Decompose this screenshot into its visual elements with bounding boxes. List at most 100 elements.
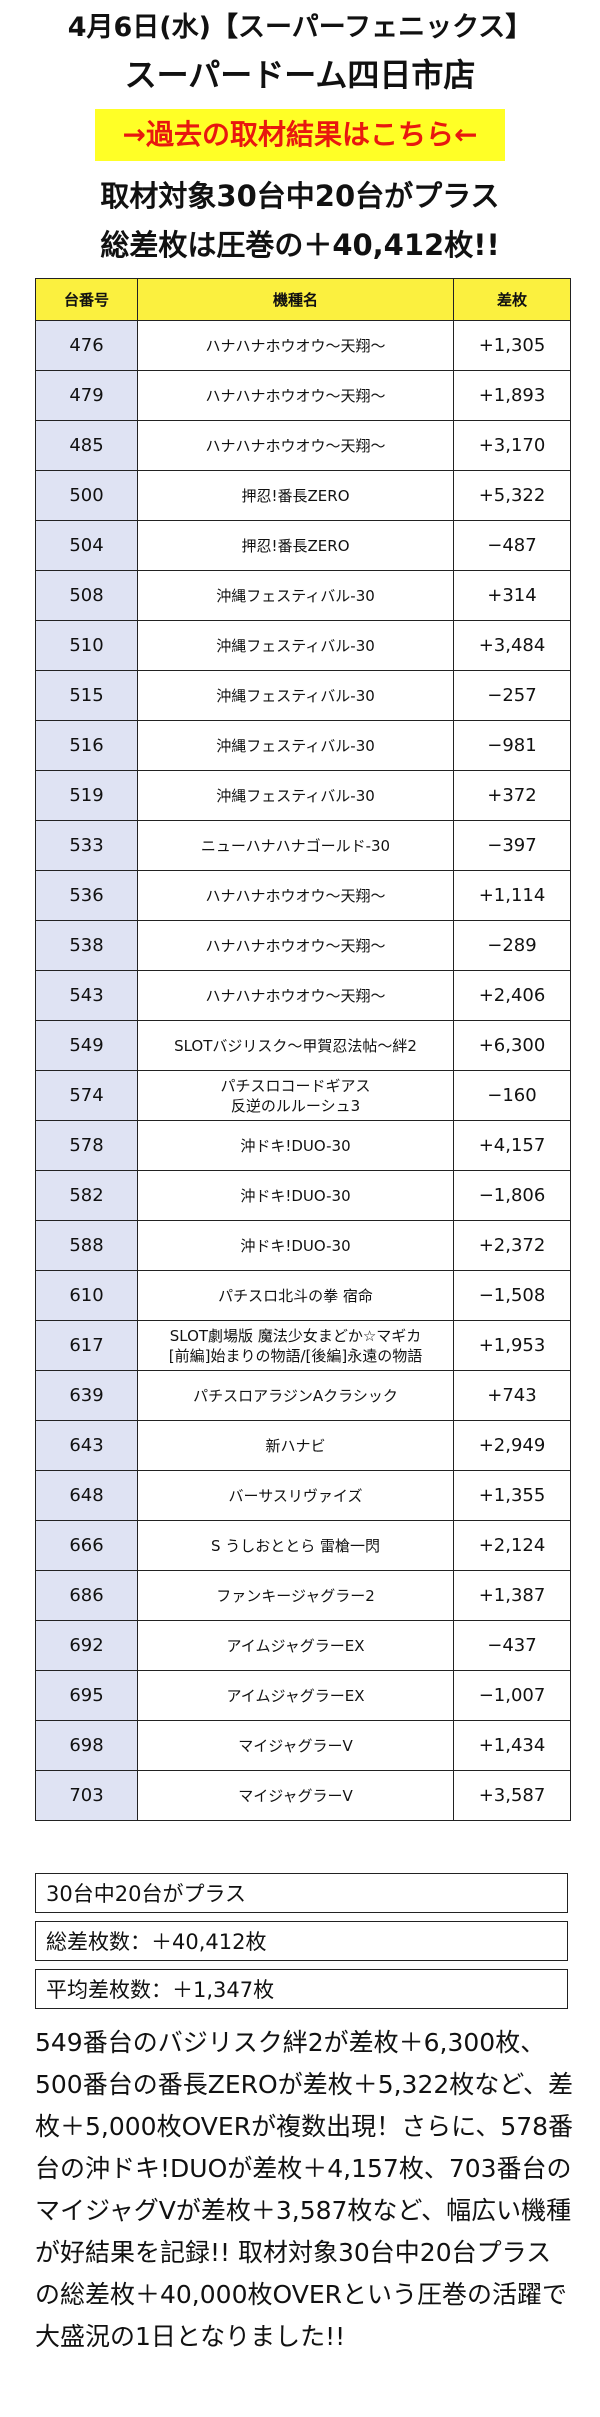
diff-cell: +5,322 bbox=[453, 470, 571, 521]
model-name-cell: 沖ドキ!DUO-30 bbox=[137, 1220, 454, 1271]
model-name-cell: ハナハナホウオウ〜天翔〜 bbox=[137, 420, 454, 471]
diff-cell: +1,305 bbox=[453, 320, 571, 371]
table-row: 543 ハナハナホウオウ〜天翔〜 +2,406 bbox=[35, 970, 571, 1021]
diff-cell: +6,300 bbox=[453, 1020, 571, 1071]
diff-cell: −981 bbox=[453, 720, 571, 771]
machine-number-cell: 703 bbox=[35, 1770, 138, 1821]
machine-number-cell: 643 bbox=[35, 1420, 138, 1471]
table-row: 538 ハナハナホウオウ〜天翔〜 −289 bbox=[35, 920, 571, 971]
machine-number-cell: 698 bbox=[35, 1720, 138, 1771]
table-row: 533 ニューハナハナゴールド-30 −397 bbox=[35, 820, 571, 871]
table-row: 639 パチスロアラジンAクラシック +743 bbox=[35, 1370, 571, 1421]
table-row: 643 新ハナビ +2,949 bbox=[35, 1420, 571, 1471]
summary-average-diff: 平均差枚数：＋1,347枚 bbox=[35, 1969, 568, 2009]
model-name-cell: 押忍!番長ZERO bbox=[137, 470, 454, 521]
model-name-cell: 沖縄フェスティバル-30 bbox=[137, 670, 454, 721]
model-name-cell: パチスロアラジンAクラシック bbox=[137, 1370, 454, 1421]
table-row: 692 アイムジャグラーEX −437 bbox=[35, 1620, 571, 1671]
model-name-cell: マイジャグラーV bbox=[137, 1770, 454, 1821]
machine-number-cell: 549 bbox=[35, 1020, 138, 1071]
table-row: 588 沖ドキ!DUO-30 +2,372 bbox=[35, 1220, 571, 1271]
diff-cell: +1,114 bbox=[453, 870, 571, 921]
model-name-cell: 沖ドキ!DUO-30 bbox=[137, 1120, 454, 1171]
results-table: 台番号 機種名 差枚 476 ハナハナホウオウ〜天翔〜 +1,305 479 ハナハナホ… bbox=[35, 278, 571, 1821]
diff-cell: −1,806 bbox=[453, 1170, 571, 1221]
past-results-link[interactable]: →過去の取材結果はこちら← bbox=[95, 109, 505, 161]
diff-cell: +1,387 bbox=[453, 1570, 571, 1621]
diff-cell: +314 bbox=[453, 570, 571, 621]
table-row: 578 沖ドキ!DUO-30 +4,157 bbox=[35, 1120, 571, 1171]
headline-total: 総差枚は圧巻の＋40,412枚!! bbox=[100, 228, 500, 262]
result-commentary: 549番台のバジリスク絆2が差枚＋6,300枚、500番台の番長ZEROが差枚＋… bbox=[35, 2028, 574, 2351]
diff-cell: +3,170 bbox=[453, 420, 571, 471]
model-name-cell: 沖縄フェスティバル-30 bbox=[137, 620, 454, 671]
machine-number-cell: 515 bbox=[35, 670, 138, 721]
machine-number-cell: 578 bbox=[35, 1120, 138, 1171]
diff-cell: +2,949 bbox=[453, 1420, 571, 1471]
col-header-diff: 差枚 bbox=[453, 278, 571, 321]
diff-cell: +1,893 bbox=[453, 370, 571, 421]
diff-cell: −437 bbox=[453, 1620, 571, 1671]
model-name-cell: ニューハナハナゴールド-30 bbox=[137, 820, 454, 871]
table-row: 510 沖縄フェスティバル-30 +3,484 bbox=[35, 620, 571, 671]
model-name-cell: S うしおととら 雷槍一閃 bbox=[137, 1520, 454, 1571]
model-name-cell: 押忍!番長ZERO bbox=[137, 520, 454, 571]
table-row: 485 ハナハナホウオウ〜天翔〜 +3,170 bbox=[35, 420, 571, 471]
model-name-cell: 沖縄フェスティバル-30 bbox=[137, 570, 454, 621]
machine-number-cell: 610 bbox=[35, 1270, 138, 1321]
table-body: 476 ハナハナホウオウ〜天翔〜 +1,305 479 ハナハナホウオウ〜天翔〜 +1,8… bbox=[35, 320, 571, 1821]
machine-number-cell: 686 bbox=[35, 1570, 138, 1621]
table-row: 582 沖ドキ!DUO-30 −1,806 bbox=[35, 1170, 571, 1221]
machine-number-cell: 485 bbox=[35, 420, 138, 471]
headline-plus-count: 取材対象30台中20台がプラス bbox=[100, 179, 500, 213]
table-row: 666 S うしおととら 雷槍一閃 +2,124 bbox=[35, 1520, 571, 1571]
col-header-machine-number: 台番号 bbox=[35, 278, 138, 321]
machine-number-cell: 617 bbox=[35, 1320, 138, 1371]
diff-cell: −257 bbox=[453, 670, 571, 721]
machine-number-cell: 543 bbox=[35, 970, 138, 1021]
model-name-cell: 沖縄フェスティバル-30 bbox=[137, 770, 454, 821]
table-row: 504 押忍!番長ZERO −487 bbox=[35, 520, 571, 571]
model-name-cell: パチスロ北斗の拳 宿命 bbox=[137, 1270, 454, 1321]
model-name-cell: ハナハナホウオウ〜天翔〜 bbox=[137, 870, 454, 921]
diff-cell: +3,587 bbox=[453, 1770, 571, 1821]
table-row: 686 ファンキージャグラー2 +1,387 bbox=[35, 1570, 571, 1621]
col-header-model-name: 機種名 bbox=[137, 278, 454, 321]
table-row: 536 ハナハナホウオウ〜天翔〜 +1,114 bbox=[35, 870, 571, 921]
date-store-title: 4月6日(水)【スーパーフェニックス】 bbox=[67, 12, 533, 43]
machine-number-cell: 500 bbox=[35, 470, 138, 521]
machine-number-cell: 516 bbox=[35, 720, 138, 771]
table-row: 617 SLOT劇場版 魔法少女まどか☆マギカ [前編]始まりの物語/[後編]永遠の… bbox=[35, 1320, 571, 1371]
model-name-cell: 新ハナビ bbox=[137, 1420, 454, 1471]
table-row: 515 沖縄フェスティバル-30 −257 bbox=[35, 670, 571, 721]
machine-number-cell: 510 bbox=[35, 620, 138, 671]
machine-number-cell: 536 bbox=[35, 870, 138, 921]
diff-cell: +2,372 bbox=[453, 1220, 571, 1271]
diff-cell: +743 bbox=[453, 1370, 571, 1421]
diff-cell: +372 bbox=[453, 770, 571, 821]
table-row: 703 マイジャグラーV +3,587 bbox=[35, 1770, 571, 1821]
model-name-cell: ファンキージャグラー2 bbox=[137, 1570, 454, 1621]
machine-number-cell: 508 bbox=[35, 570, 138, 621]
model-name-cell: アイムジャグラーEX bbox=[137, 1670, 454, 1721]
summary-total-diff: 総差枚数：＋40,412枚 bbox=[35, 1921, 568, 1961]
table-row: 500 押忍!番長ZERO +5,322 bbox=[35, 470, 571, 521]
diff-cell: −160 bbox=[453, 1070, 571, 1121]
summary-plus-count: 30台中20台がプラス bbox=[35, 1873, 568, 1913]
machine-number-cell: 476 bbox=[35, 320, 138, 371]
machine-number-cell: 666 bbox=[35, 1520, 138, 1571]
store-name: スーパードーム四日市店 bbox=[124, 56, 476, 94]
table-row: 549 SLOTバジリスク〜甲賀忍法帖〜絆2 +6,300 bbox=[35, 1020, 571, 1071]
machine-number-cell: 582 bbox=[35, 1170, 138, 1221]
diff-cell: +2,124 bbox=[453, 1520, 571, 1571]
machine-number-cell: 504 bbox=[35, 520, 138, 571]
model-name-cell: ハナハナホウオウ〜天翔〜 bbox=[137, 970, 454, 1021]
machine-number-cell: 533 bbox=[35, 820, 138, 871]
machine-number-cell: 695 bbox=[35, 1670, 138, 1721]
machine-number-cell: 519 bbox=[35, 770, 138, 821]
machine-number-cell: 479 bbox=[35, 370, 138, 421]
table-row: 698 マイジャグラーV +1,434 bbox=[35, 1720, 571, 1771]
machine-number-cell: 648 bbox=[35, 1470, 138, 1521]
diff-cell: +1,953 bbox=[453, 1320, 571, 1371]
